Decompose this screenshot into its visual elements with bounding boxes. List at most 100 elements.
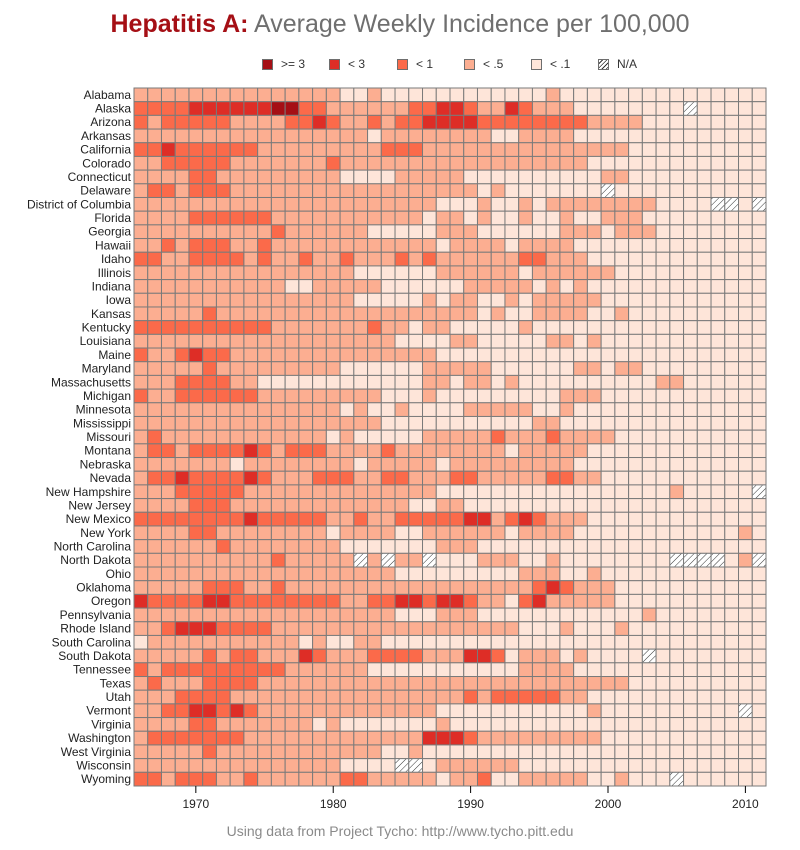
heatmap-cell [683, 155, 698, 171]
heatmap-cell [751, 238, 767, 253]
heatmap-cell [298, 566, 314, 582]
heatmap-cell [614, 279, 630, 294]
heatmap-cell [628, 689, 643, 705]
heatmap-cell [353, 333, 369, 349]
heatmap-cell [435, 744, 451, 760]
state-label: Virginia [91, 717, 131, 731]
heatmap-cell [160, 265, 176, 281]
heatmap-cell [367, 279, 382, 294]
heatmap-cell [202, 210, 217, 226]
heatmap-cell [325, 457, 341, 472]
heatmap-cell [655, 265, 671, 281]
heatmap-cell [408, 210, 424, 226]
heatmap-cell [504, 292, 520, 308]
heatmap-cell [476, 758, 492, 773]
heatmap-cell [353, 415, 369, 431]
heatmap-cell [490, 580, 506, 595]
heatmap-cell [738, 320, 753, 335]
heatmap-cell [215, 224, 231, 240]
heatmap-cell [641, 484, 657, 500]
heatmap-cell [202, 155, 217, 171]
heatmap-cell [215, 621, 231, 636]
heatmap-cell [573, 470, 588, 486]
heatmap-cell [147, 251, 162, 267]
heatmap-cell [614, 648, 630, 664]
heatmap-cell [531, 374, 547, 390]
heatmap-cell [449, 429, 465, 445]
heatmap-cell [476, 689, 492, 705]
heatmap-cell [284, 717, 300, 732]
heatmap-cell [408, 566, 424, 582]
heatmap-cell [202, 388, 217, 404]
heatmap-cell [573, 552, 588, 568]
heatmap-cell [133, 580, 149, 595]
heatmap-cell [298, 306, 314, 322]
heatmap-cell [270, 265, 286, 281]
heatmap-cell [738, 87, 753, 103]
heatmap-cell [174, 169, 190, 185]
heatmap-cell [229, 771, 245, 787]
heatmap-cell [202, 552, 217, 568]
heatmap-cell [435, 114, 451, 130]
heatmap-cell [518, 333, 533, 349]
heatmap-cell [696, 87, 712, 103]
heatmap-cell [243, 607, 259, 623]
heatmap-cell [476, 621, 492, 636]
heatmap-cell [559, 552, 575, 568]
heatmap-cell [270, 744, 286, 760]
heatmap-cell [559, 703, 575, 719]
heatmap-cell [339, 539, 355, 554]
heatmap-cell [724, 183, 740, 198]
heatmap-cell [257, 210, 272, 226]
heatmap-cell [325, 224, 341, 240]
heatmap-cell [188, 607, 204, 623]
heatmap-cell [559, 224, 575, 240]
heatmap-cell [394, 183, 410, 198]
heatmap-cell [229, 402, 245, 417]
heatmap-cell [284, 566, 300, 582]
heatmap-cell [490, 183, 506, 198]
heatmap-cell [257, 114, 272, 130]
heatmap-cell [380, 183, 396, 198]
heatmap-cell [394, 388, 410, 404]
heatmap-cell [215, 648, 231, 664]
heatmap-cell [367, 292, 382, 308]
heatmap-cell [614, 580, 630, 595]
heatmap-cell [586, 333, 602, 349]
heatmap-cell [738, 402, 753, 417]
heatmap-cell [202, 648, 217, 664]
heatmap-cell [490, 361, 506, 376]
heatmap-cell [229, 443, 245, 459]
heatmap-cell [518, 717, 533, 732]
heatmap-cell [380, 361, 396, 376]
heatmap-cell [325, 539, 341, 554]
heatmap-cell [174, 676, 190, 691]
heatmap-cell [312, 292, 327, 308]
heatmap-cell [380, 634, 396, 650]
heatmap-cell [243, 142, 259, 157]
heatmap-cell [312, 224, 327, 240]
heatmap-cell [160, 374, 176, 390]
heatmap-cell [724, 333, 740, 349]
heatmap-cell [298, 457, 314, 472]
heatmap-cell [559, 279, 575, 294]
heatmap-cell [463, 169, 478, 185]
heatmap-cell [422, 265, 437, 281]
heatmap-cell [641, 388, 657, 404]
heatmap-cell [586, 717, 602, 732]
heatmap-cell [628, 593, 643, 609]
heatmap-cell [380, 333, 396, 349]
heatmap-cell [586, 429, 602, 445]
heatmap-cell [696, 703, 712, 719]
heatmap-cell [614, 525, 630, 541]
heatmap-cell [724, 758, 740, 773]
heatmap-cell [202, 415, 217, 431]
heatmap-cell [573, 183, 588, 198]
heatmap-cell [559, 498, 575, 513]
heatmap-cell [476, 498, 492, 513]
heatmap-cell [229, 374, 245, 390]
heatmap-cell [573, 676, 588, 691]
heatmap-cell [298, 525, 314, 541]
heatmap-cell [683, 320, 698, 335]
heatmap-cell [380, 566, 396, 582]
